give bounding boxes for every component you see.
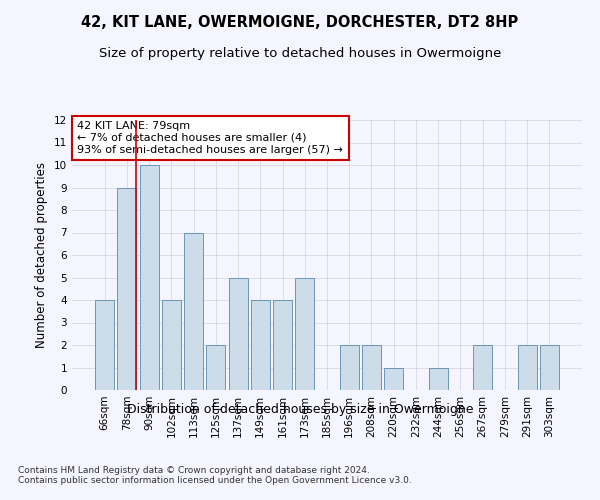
Bar: [251, 300, 270, 390]
Bar: [184, 232, 203, 390]
Bar: [162, 300, 181, 390]
Bar: [362, 345, 381, 390]
Y-axis label: Number of detached properties: Number of detached properties: [35, 162, 49, 348]
Text: Distribution of detached houses by size in Owermoigne: Distribution of detached houses by size …: [127, 402, 473, 415]
Bar: [384, 368, 403, 390]
Text: 42, KIT LANE, OWERMOIGNE, DORCHESTER, DT2 8HP: 42, KIT LANE, OWERMOIGNE, DORCHESTER, DT…: [82, 15, 518, 30]
Text: Size of property relative to detached houses in Owermoigne: Size of property relative to detached ho…: [99, 48, 501, 60]
Bar: [273, 300, 292, 390]
Bar: [206, 345, 225, 390]
Bar: [429, 368, 448, 390]
Bar: [473, 345, 492, 390]
Text: Contains HM Land Registry data © Crown copyright and database right 2024.
Contai: Contains HM Land Registry data © Crown c…: [18, 466, 412, 485]
Bar: [118, 188, 136, 390]
Bar: [95, 300, 114, 390]
Text: 42 KIT LANE: 79sqm
← 7% of detached houses are smaller (4)
93% of semi-detached : 42 KIT LANE: 79sqm ← 7% of detached hous…: [77, 122, 343, 154]
Bar: [518, 345, 536, 390]
Bar: [340, 345, 359, 390]
Bar: [140, 165, 158, 390]
Bar: [229, 278, 248, 390]
Bar: [540, 345, 559, 390]
Bar: [295, 278, 314, 390]
